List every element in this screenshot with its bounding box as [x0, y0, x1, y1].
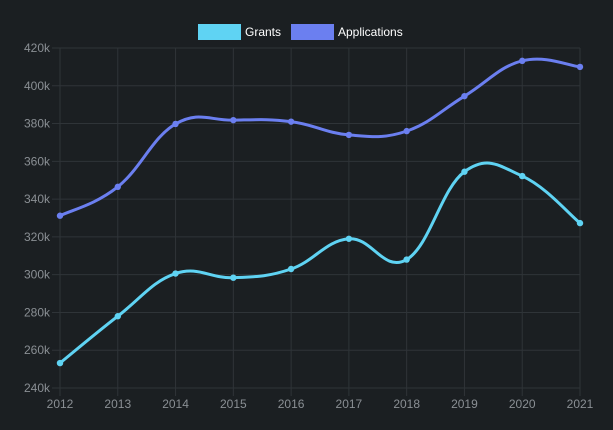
- series-line-applications: [59, 57, 581, 218]
- data-point-applications-2014[interactable]: [172, 120, 179, 128]
- y-tick-label: 260k: [24, 343, 51, 357]
- data-point-grants-2016[interactable]: [287, 265, 295, 273]
- data-point-applications-2013[interactable]: [114, 183, 121, 191]
- data-point-applications-2012[interactable]: [56, 212, 64, 219]
- data-point-grants-2018[interactable]: [403, 256, 410, 263]
- data-point-grants-2014[interactable]: [172, 270, 179, 277]
- x-tick-label: 2012: [47, 397, 74, 411]
- legend-swatch-applications: [291, 24, 334, 40]
- x-tick-label: 2019: [451, 397, 478, 411]
- data-point-grants-2020[interactable]: [519, 172, 526, 180]
- data-point-grants-2012[interactable]: [56, 359, 64, 367]
- data-point-grants-2019[interactable]: [461, 168, 468, 175]
- data-point-applications-2017[interactable]: [345, 131, 353, 139]
- y-tick-label: 360k: [24, 154, 51, 168]
- y-tick-label: 420k: [24, 41, 51, 55]
- legend-label-applications: Applications: [338, 25, 403, 39]
- x-tick-label: 2016: [278, 397, 305, 411]
- grid: [52, 47, 581, 396]
- y-tick-label: 400k: [24, 79, 51, 93]
- legend-item-applications[interactable]: Applications: [291, 24, 403, 40]
- data-point-applications-2016[interactable]: [287, 118, 295, 125]
- x-tick-label: 2017: [336, 397, 363, 411]
- series-applications: [56, 57, 584, 219]
- data-point-applications-2020[interactable]: [519, 57, 526, 65]
- x-tick-label: 2018: [393, 397, 420, 411]
- x-tick-label: 2013: [104, 397, 131, 411]
- y-tick-label: 320k: [24, 230, 51, 244]
- x-tick-label: 2021: [567, 397, 594, 411]
- y-tick-label: 280k: [24, 305, 51, 319]
- y-tick-label: 300k: [24, 268, 51, 282]
- series-line-grants: [59, 161, 581, 365]
- y-axis: 240k 260k 280k 300k 320k 340k 360k 380k 400k 420k: [24, 41, 51, 395]
- data-point-grants-2013[interactable]: [114, 313, 121, 320]
- y-tick-label: 340k: [24, 192, 51, 206]
- legend: Grants Applications: [198, 24, 403, 40]
- x-tick-label: 2020: [509, 397, 536, 411]
- legend-label-grants: Grants: [245, 25, 281, 39]
- legend-item-grants[interactable]: Grants: [198, 24, 281, 40]
- data-point-applications-2019[interactable]: [461, 92, 468, 100]
- x-tick-label: 2015: [220, 397, 247, 411]
- legend-swatch-grants: [198, 24, 241, 40]
- data-point-applications-2015[interactable]: [230, 116, 237, 124]
- series-layer: [56, 57, 584, 367]
- data-point-grants-2015[interactable]: [230, 274, 237, 281]
- data-point-grants-2017[interactable]: [345, 235, 353, 242]
- series-grants: [56, 161, 584, 367]
- y-tick-label: 240k: [24, 381, 51, 395]
- data-point-grants-2021[interactable]: [576, 219, 584, 227]
- x-tick-label: 2014: [162, 397, 189, 411]
- data-point-applications-2021[interactable]: [576, 63, 584, 71]
- y-tick-label: 380k: [24, 117, 51, 131]
- x-axis: 2012 2013 2014 2015 2016 2017 2018 2019 2020 2021: [47, 397, 594, 411]
- data-point-applications-2018[interactable]: [403, 127, 410, 135]
